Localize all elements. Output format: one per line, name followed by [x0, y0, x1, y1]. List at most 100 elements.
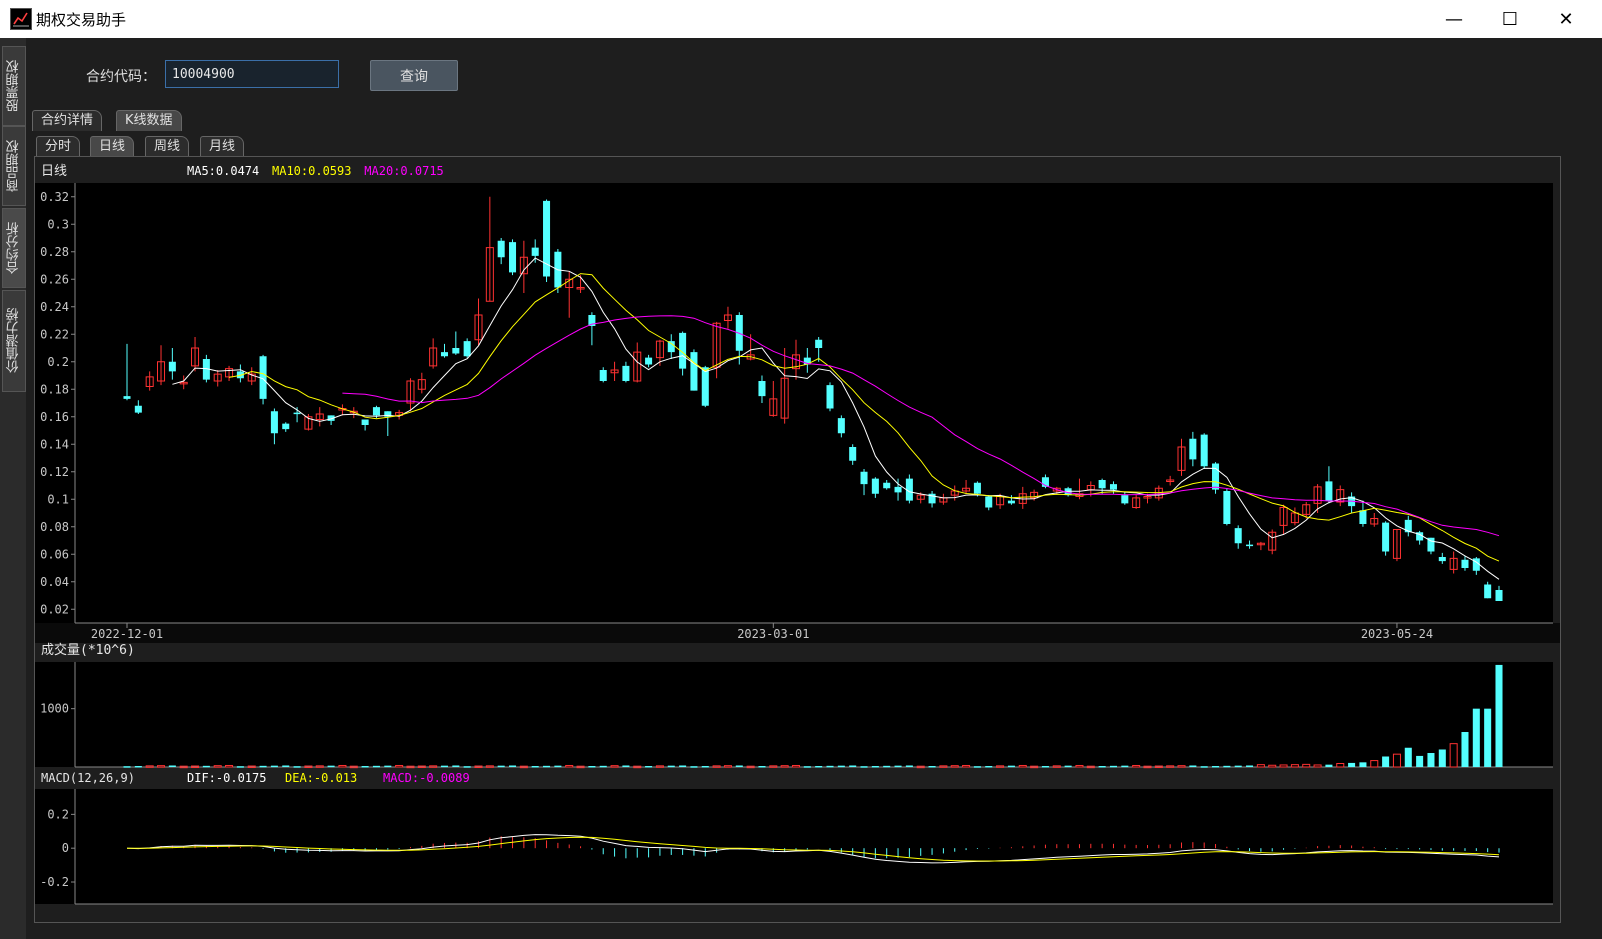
candle-body	[1109, 484, 1117, 490]
volume-bar	[1359, 762, 1367, 767]
volume-bar	[452, 765, 460, 767]
volume-bar	[1143, 765, 1152, 769]
volume-bar	[543, 765, 551, 768]
macd-yaxis-area	[35, 789, 75, 904]
candle-body	[1200, 434, 1208, 467]
volume-bar	[985, 766, 993, 768]
volume-bar	[655, 765, 664, 768]
side-tab-contract-analysis[interactable]: 合约分析	[2, 208, 26, 288]
candle-body	[905, 478, 913, 501]
candle-body	[315, 413, 324, 420]
volume-bar	[236, 766, 244, 768]
candle-body	[1132, 497, 1141, 508]
xtick-label: 2023-05-24	[1361, 627, 1433, 641]
candle-body	[1472, 558, 1480, 571]
macd-ytick-label: -0.2	[40, 875, 69, 889]
volume-bar	[157, 765, 166, 768]
candle-body	[667, 341, 675, 353]
candle-body	[1427, 537, 1435, 552]
volume-bar	[1189, 765, 1197, 767]
candle-body	[485, 247, 494, 302]
candle-body	[304, 416, 313, 430]
volume-bar	[894, 765, 902, 768]
volume-bar	[1279, 764, 1288, 768]
candle-body	[690, 352, 698, 391]
candle-body	[259, 356, 267, 399]
volume-bar	[270, 765, 278, 768]
candle-body	[372, 407, 380, 416]
volume-bar	[1177, 765, 1186, 768]
volume-bar	[315, 765, 324, 768]
volume-bar	[406, 765, 415, 769]
volume-bar	[690, 766, 698, 768]
chart-panel: 日线 MA5:0.0474 MA10:0.0593 MA20:0.0715 成交量(*1…	[34, 156, 1561, 923]
minimize-icon: —	[1445, 8, 1463, 30]
candle-body	[1359, 510, 1367, 524]
candle-body	[1223, 491, 1231, 524]
side-tab-commodity-options[interactable]: 商品期权	[2, 126, 26, 206]
close-button[interactable]: ✕	[1538, 0, 1594, 38]
volume-bar	[179, 765, 188, 769]
volume-bar	[905, 765, 913, 767]
ma-label-0: MA5:0.0474	[187, 164, 259, 178]
macd-dif-label: DIF:-0.0175	[187, 771, 266, 785]
candle-body	[1234, 528, 1242, 544]
side-tab-stock-options[interactable]: 股票期权	[2, 46, 26, 126]
volume-bar	[1382, 756, 1390, 767]
xtick-label: 2023-03-01	[737, 627, 809, 641]
volume-bar	[973, 766, 981, 768]
tab-daily[interactable]: 日线	[90, 136, 135, 157]
volume-bar	[440, 765, 449, 768]
maximize-button[interactable]: ☐	[1482, 0, 1538, 38]
kline-ytick-label: 0.26	[40, 272, 69, 286]
volume-bar	[1075, 764, 1084, 768]
volume-bar	[1256, 764, 1265, 768]
candle-body	[815, 339, 823, 348]
candle-body	[1404, 519, 1412, 533]
macd-title: MACD(12,26,9)	[41, 771, 135, 785]
volume-bar	[1313, 764, 1322, 768]
volume-bar	[463, 766, 471, 768]
candle-body	[576, 287, 585, 290]
volume-bar	[1246, 765, 1254, 767]
candle-body	[519, 256, 528, 275]
volume-bar	[282, 765, 290, 767]
candle-body	[429, 347, 438, 367]
tab-kline-data[interactable]: K线数据	[116, 110, 182, 131]
volume-bar	[1461, 732, 1469, 767]
volume-bar	[519, 765, 528, 769]
volume-bar	[791, 764, 801, 768]
candle-body	[701, 367, 709, 406]
side-tab-value-potential[interactable]: 价值潜力榜	[2, 290, 26, 392]
volume-bar	[417, 765, 426, 769]
volume-bar	[1484, 708, 1492, 767]
minimize-button[interactable]: —	[1426, 0, 1482, 38]
contract-code-input[interactable]	[165, 60, 339, 88]
tab-monthly[interactable]: 月线	[200, 136, 245, 157]
volume-bar	[202, 765, 210, 768]
volume-bar	[372, 765, 380, 768]
tab-contract-details[interactable]: 合约详情	[32, 110, 103, 131]
candle-body	[1030, 491, 1039, 499]
candle-body	[1290, 512, 1299, 524]
candle-body	[406, 380, 415, 404]
tab-intraday[interactable]: 分时	[36, 136, 81, 157]
candle-body	[497, 240, 505, 258]
candle-body	[213, 373, 222, 382]
candle-body	[928, 493, 936, 504]
volume-bar	[1392, 753, 1401, 768]
kline-ytick-label: 0.14	[40, 437, 69, 451]
ma20-line	[342, 315, 1500, 537]
candle-body	[791, 354, 801, 370]
volume-bar	[1109, 765, 1117, 768]
query-button[interactable]: 查询	[370, 60, 458, 91]
volume-bar	[645, 766, 653, 768]
volume-bar	[1427, 753, 1435, 767]
candle-body	[509, 242, 517, 273]
candle-body	[1449, 557, 1458, 570]
tab-weekly[interactable]: 周线	[145, 136, 190, 157]
volume-bar	[1336, 763, 1345, 768]
volume-ytick-label: 1000	[40, 702, 69, 716]
candle-body	[236, 371, 244, 379]
candle-body	[712, 322, 721, 368]
